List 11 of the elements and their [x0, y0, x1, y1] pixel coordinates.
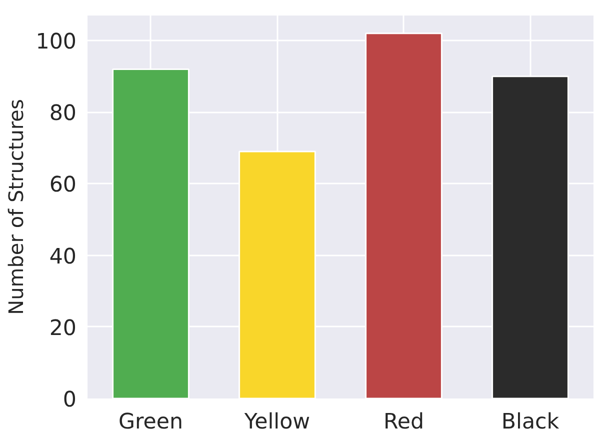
x-tick-label: Red: [383, 410, 424, 434]
x-tick-label: Yellow: [243, 410, 310, 434]
y-tick-label: 60: [49, 172, 76, 198]
y-tick-label: 20: [49, 316, 76, 341]
x-tick-label: Black: [501, 410, 560, 434]
y-tick-label: 100: [36, 30, 77, 55]
y-tick-label: 80: [49, 101, 76, 126]
y-axis-title: Number of Structures: [4, 99, 28, 315]
x-tick-label: Green: [118, 410, 184, 434]
y-tick-label: 40: [49, 244, 76, 270]
y-tick-label: 0: [62, 388, 77, 412]
